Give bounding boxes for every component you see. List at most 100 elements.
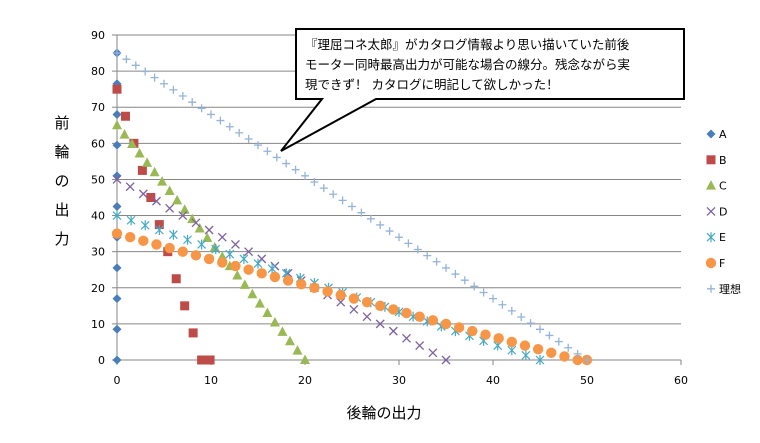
data-point	[217, 232, 227, 242]
data-point	[149, 166, 160, 177]
data-point	[336, 297, 346, 307]
data-point	[536, 325, 544, 334]
data-point	[204, 225, 214, 235]
data-point	[239, 279, 250, 289]
data-point	[375, 319, 385, 329]
data-point	[310, 177, 319, 186]
data-point	[292, 345, 303, 355]
data-point	[349, 304, 359, 314]
data-point	[164, 242, 175, 254]
data-point	[254, 141, 262, 150]
data-point	[125, 182, 135, 192]
data-point	[388, 304, 399, 315]
data-point	[191, 218, 201, 228]
data-point	[160, 79, 168, 88]
data-point	[269, 316, 280, 327]
data-point	[127, 138, 138, 149]
data-point	[309, 282, 320, 293]
data-point	[535, 355, 545, 365]
data-point	[442, 263, 450, 272]
data-point	[388, 326, 398, 336]
data-point	[507, 306, 516, 315]
legend-label: F	[719, 257, 725, 270]
data-point	[301, 171, 309, 180]
data-point	[428, 348, 438, 358]
data-point	[205, 355, 215, 365]
data-point	[171, 274, 181, 284]
data-point	[138, 235, 149, 247]
data-point	[112, 355, 122, 365]
data-point	[188, 98, 197, 107]
data-point	[441, 355, 451, 365]
data-point	[207, 110, 215, 119]
data-point	[401, 307, 412, 319]
data-point	[178, 211, 188, 221]
data-point	[470, 282, 479, 291]
data-point	[506, 336, 517, 348]
data-point	[165, 203, 175, 213]
data-point	[404, 239, 413, 248]
data-point	[112, 140, 122, 150]
data-point	[152, 196, 161, 206]
data-point	[111, 228, 123, 239]
y-tick-label: 40	[91, 210, 105, 223]
data-point	[112, 84, 122, 94]
data-point	[119, 129, 130, 139]
data-point	[357, 208, 366, 217]
data-point	[134, 147, 145, 158]
data-point	[112, 263, 122, 273]
callout-box	[280, 28, 685, 152]
x-tick-label: 10	[204, 374, 218, 387]
data-point	[385, 227, 394, 236]
data-point	[168, 229, 178, 240]
data-point	[197, 239, 207, 250]
data-point	[183, 234, 192, 245]
data-point	[395, 233, 403, 242]
data-point	[282, 275, 294, 286]
data-point	[131, 61, 140, 70]
legend-label: D	[719, 205, 727, 218]
data-point	[150, 73, 159, 82]
data-point	[126, 215, 136, 226]
x-tick-label: 50	[580, 374, 594, 387]
data-point	[284, 335, 295, 346]
y-tick-label: 30	[91, 246, 105, 259]
data-point	[413, 245, 422, 254]
data-point	[197, 355, 207, 365]
data-point	[376, 220, 385, 229]
data-point	[142, 157, 153, 167]
data-point	[414, 311, 425, 322]
data-point	[272, 153, 281, 162]
data-point	[375, 300, 386, 312]
data-point	[137, 165, 147, 175]
data-point	[154, 220, 164, 230]
data-point	[239, 253, 249, 264]
y-tick-label: 0	[98, 354, 105, 367]
legend-label: E	[719, 231, 726, 244]
y-tick-label: 20	[91, 282, 105, 295]
data-point	[338, 196, 347, 205]
data-point	[479, 288, 488, 297]
data-point	[177, 246, 188, 257]
data-point	[112, 202, 122, 212]
data-point	[573, 349, 582, 358]
data-point	[361, 297, 373, 308]
legend-marker	[706, 206, 716, 216]
data-point	[244, 135, 253, 143]
data-point	[138, 189, 148, 199]
data-point	[415, 341, 425, 351]
data-point	[427, 315, 439, 326]
legend-label: B	[719, 154, 727, 167]
data-point	[112, 324, 122, 334]
data-point	[480, 329, 491, 340]
y-tick-label: 90	[91, 29, 105, 42]
callout-text-line: 現できず！ カタログに明記して欲しかった！	[305, 77, 559, 92]
data-point	[263, 147, 272, 156]
y-tick-label: 80	[91, 65, 105, 78]
data-point	[521, 350, 531, 361]
data-point	[451, 270, 460, 279]
data-point	[112, 119, 122, 130]
data-point	[366, 214, 375, 223]
series-6	[113, 49, 591, 364]
